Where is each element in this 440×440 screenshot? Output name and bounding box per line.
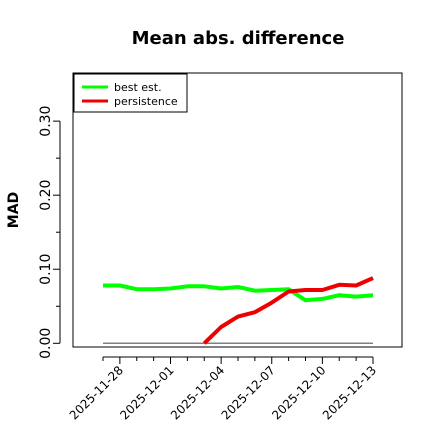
legend-label-best-est: best est. [114,81,162,94]
x-axis: 2025-11-282025-12-012025-12-042025-12-07… [67,356,379,422]
y-tick-label: 0.00 [38,328,54,359]
chart-title: Mean abs. difference [132,28,345,49]
y-tick-label: 0.30 [38,106,54,137]
y-tick-label: 0.10 [38,254,54,285]
legend-label-persistence: persistence [114,95,178,108]
plot-frame [72,72,403,348]
series-layer [103,276,374,345]
y-axis: 0.00 0.10 0.20 0.30 [38,106,61,359]
series-line-persistence [202,276,374,345]
y-tick-label: 0.20 [38,180,54,211]
legend: best est. persistence [73,73,188,113]
y-axis-label: MAD [6,192,22,228]
x-tick-label: 2025-12-13 [320,363,379,422]
series-line-best-est [103,283,374,303]
legend-box [73,73,188,113]
